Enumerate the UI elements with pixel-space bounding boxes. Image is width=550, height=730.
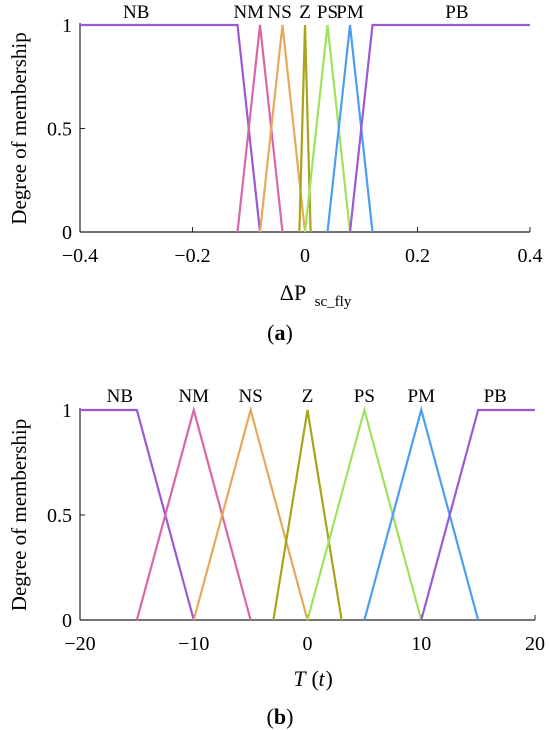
series-nm bbox=[135, 405, 252, 621]
membership-label-ns: NS bbox=[268, 2, 292, 23]
y-tick-label: 0.5 bbox=[47, 505, 72, 527]
series-ps bbox=[306, 405, 423, 621]
x-axis-label-paren-close: ) bbox=[326, 666, 333, 691]
x-axis-label: ΔP bbox=[280, 280, 306, 305]
membership-label-pb: PB bbox=[484, 386, 507, 407]
x-tick-label: −10 bbox=[178, 633, 209, 655]
membership-label-z: Z bbox=[302, 386, 314, 407]
series-nm bbox=[236, 24, 284, 233]
y-tick-label: 1 bbox=[62, 15, 72, 37]
chart-panel-b: −20 −10 0 10 20 0 0.5 1 Degree of membership NB NM… bbox=[7, 386, 545, 729]
series-pm bbox=[326, 24, 374, 233]
series-z bbox=[298, 24, 312, 233]
y-tick-label: 1 bbox=[62, 400, 72, 422]
x-tick-label: 0.4 bbox=[518, 245, 543, 267]
series-z bbox=[272, 409, 343, 621]
series-nb bbox=[80, 408, 195, 621]
membership-label-nm: NM bbox=[178, 386, 209, 407]
x-axis-label-arg: t bbox=[319, 666, 326, 691]
series-pm bbox=[363, 405, 480, 621]
y-tick-label: 0 bbox=[62, 610, 72, 632]
y-tick-label: 0 bbox=[62, 222, 72, 244]
membership-label-nb: NB bbox=[107, 386, 133, 407]
x-tick-label: 10 bbox=[411, 633, 431, 655]
panel-label: (b) bbox=[267, 704, 294, 729]
x-tick-label: 0.2 bbox=[405, 245, 430, 267]
y-axis-label: Degree of membership bbox=[7, 419, 31, 611]
y-tick-label: 0.5 bbox=[47, 119, 72, 141]
membership-label-z: Z bbox=[299, 2, 311, 23]
membership-label-ps: PS bbox=[354, 386, 375, 407]
series-ps bbox=[303, 24, 352, 233]
x-axis-label-paren-open: ( bbox=[312, 666, 319, 691]
series-ns bbox=[192, 405, 309, 621]
membership-label-nb: NB bbox=[123, 2, 149, 23]
panel-label: (a) bbox=[267, 320, 293, 345]
membership-label-pm: PM bbox=[408, 386, 436, 407]
y-axis-label: Degree of membership bbox=[7, 32, 31, 224]
series-pb bbox=[348, 23, 530, 233]
series-ns bbox=[258, 24, 307, 233]
x-tick-label: −0.4 bbox=[62, 245, 98, 267]
membership-label-pb: PB bbox=[445, 2, 468, 23]
x-tick-label: 20 bbox=[525, 633, 545, 655]
chart-panel-a: −0.4 −0.2 0 0.2 0.4 0 0.5 1 Degree of membership… bbox=[7, 2, 543, 345]
x-tick-label: −20 bbox=[64, 633, 95, 655]
series-nb bbox=[80, 23, 262, 233]
series-pb bbox=[420, 408, 535, 621]
x-tick-label: 0 bbox=[303, 633, 313, 655]
membership-label-pm: PM bbox=[336, 2, 364, 23]
membership-label-ps: PS bbox=[317, 2, 338, 23]
x-axis-label: T bbox=[293, 666, 307, 691]
x-tick-label: −0.2 bbox=[174, 245, 210, 267]
membership-label-nm: NM bbox=[233, 2, 264, 23]
x-tick-label: 0 bbox=[300, 245, 310, 267]
x-axis-label-subscript: sc_fly bbox=[315, 294, 352, 310]
membership-label-ns: NS bbox=[238, 386, 262, 407]
